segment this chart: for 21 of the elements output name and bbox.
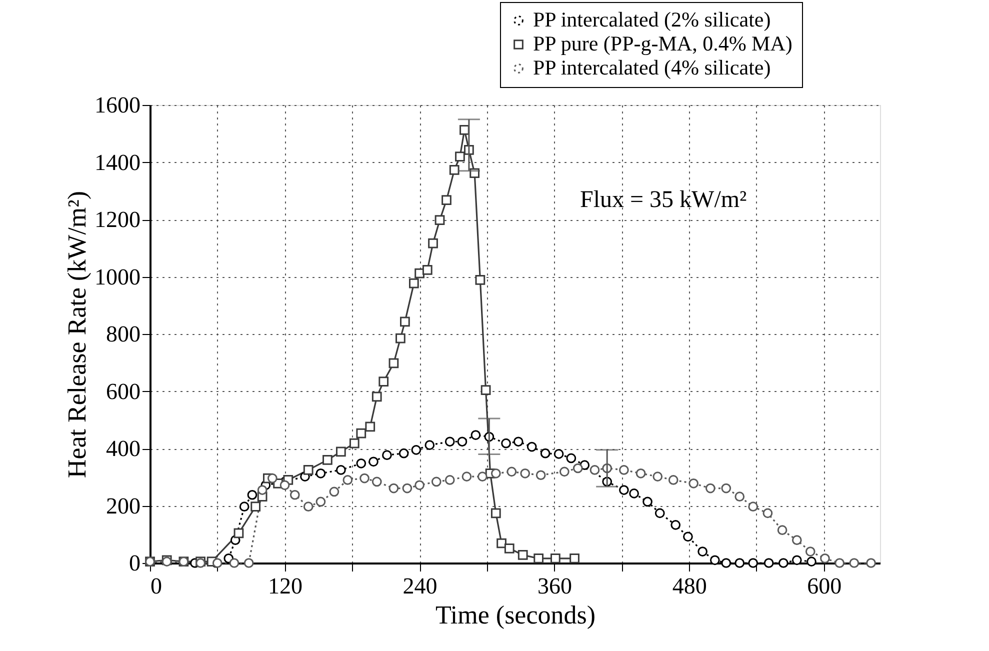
x-tick-label: 240 [402, 574, 438, 598]
legend-label: PP intercalated (4% silicate) [533, 56, 771, 80]
x-tick-label: 360 [538, 574, 572, 598]
x-tick-label: 0 [150, 574, 162, 598]
y-tick-label: 1200 [94, 207, 140, 232]
y-tick-label: 1000 [94, 264, 140, 290]
legend-label: PP pure (PP-g-MA, 0.4% MA) [533, 32, 792, 56]
x-axis-title: Time (seconds) [435, 600, 596, 630]
y-tick-label: 200 [106, 493, 140, 518]
x-tick-label: 600 [807, 574, 842, 598]
y-tick-label: 400 [106, 436, 140, 461]
y-tick-label: 800 [106, 322, 140, 346]
y-tick-label: 1400 [94, 150, 140, 175]
y-tick-label: 1600 [94, 92, 140, 118]
legend-label: PP intercalated (2% silicate) [533, 8, 771, 32]
x-tick-label: 480 [672, 574, 707, 598]
x-tick-label: 120 [268, 574, 303, 598]
y-tick-label: 0 [129, 550, 140, 576]
y-axis-title: Heat Release Rate (kW/m²) [62, 190, 92, 478]
annotation: Flux = 35 kW/m² [580, 187, 747, 213]
y-tick-label: 600 [106, 378, 140, 404]
